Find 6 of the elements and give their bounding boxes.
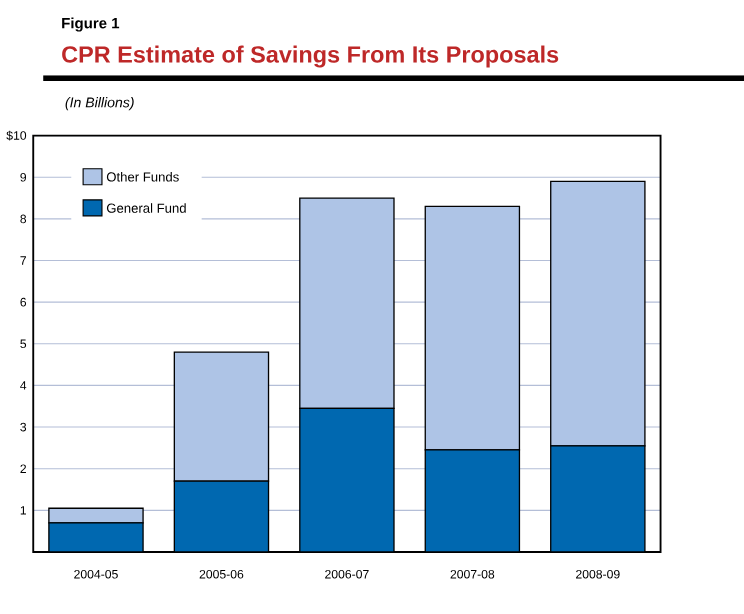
- chart-title: CPR Estimate of Savings From Its Proposals: [62, 45, 559, 68]
- bar: [425, 449, 520, 552]
- bar: [173, 480, 270, 552]
- bar: [299, 407, 395, 552]
- bar: [48, 522, 144, 552]
- bar: [550, 445, 646, 552]
